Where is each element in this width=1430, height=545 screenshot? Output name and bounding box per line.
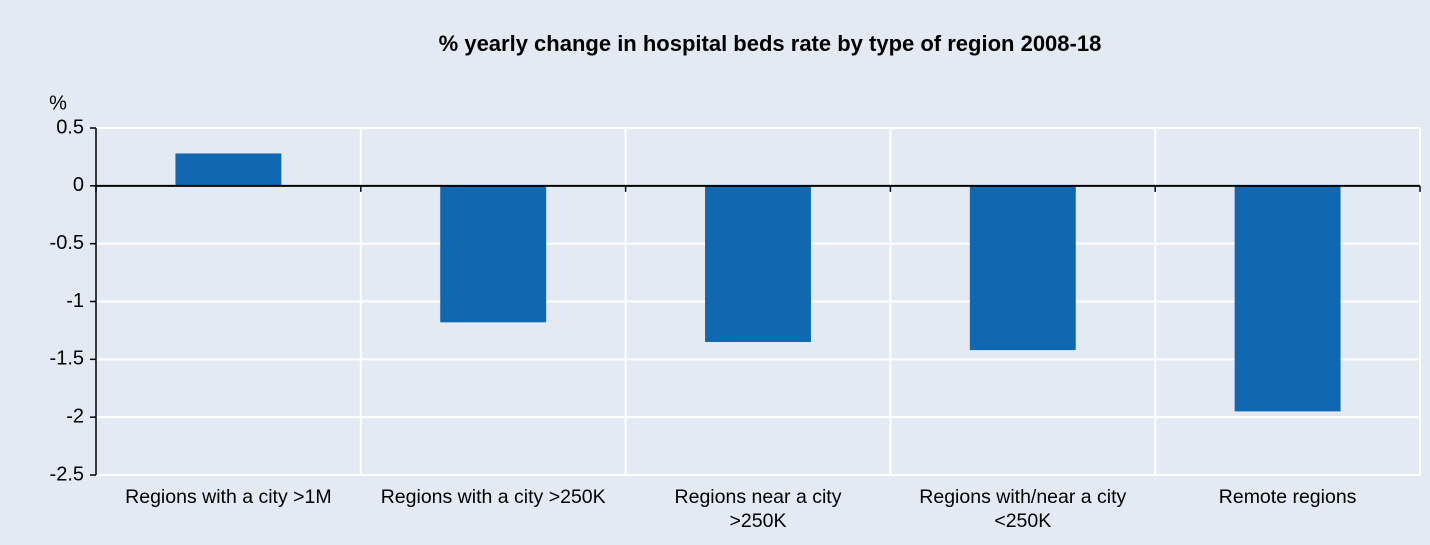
x-tick-label: Regions with a city >1M	[125, 486, 332, 508]
y-tick-label: -2.5	[50, 463, 84, 485]
x-tick-label: Regions near a city >250K	[674, 486, 842, 532]
y-tick-label: -2	[66, 405, 84, 427]
y-tick-label: 0.5	[56, 116, 84, 138]
y-tick-label: -0.5	[50, 232, 84, 254]
y-tick-label: 0	[73, 174, 84, 196]
bar	[969, 185, 1076, 351]
x-tick-label: Remote regions	[1218, 486, 1357, 508]
bar	[705, 185, 811, 342]
y-tick-label: -1.5	[50, 348, 84, 370]
bar	[440, 185, 547, 323]
bar	[175, 153, 282, 186]
chart-title: % yearly change in hospital beds rate by…	[439, 31, 1102, 56]
x-tick-label: Regions with a city >250K	[380, 486, 606, 508]
y-axis-label: %	[49, 92, 67, 114]
bar	[1234, 185, 1341, 412]
y-tick-label: -1	[66, 290, 84, 312]
x-tick-label: Regions with/near a city <250K	[919, 486, 1127, 532]
